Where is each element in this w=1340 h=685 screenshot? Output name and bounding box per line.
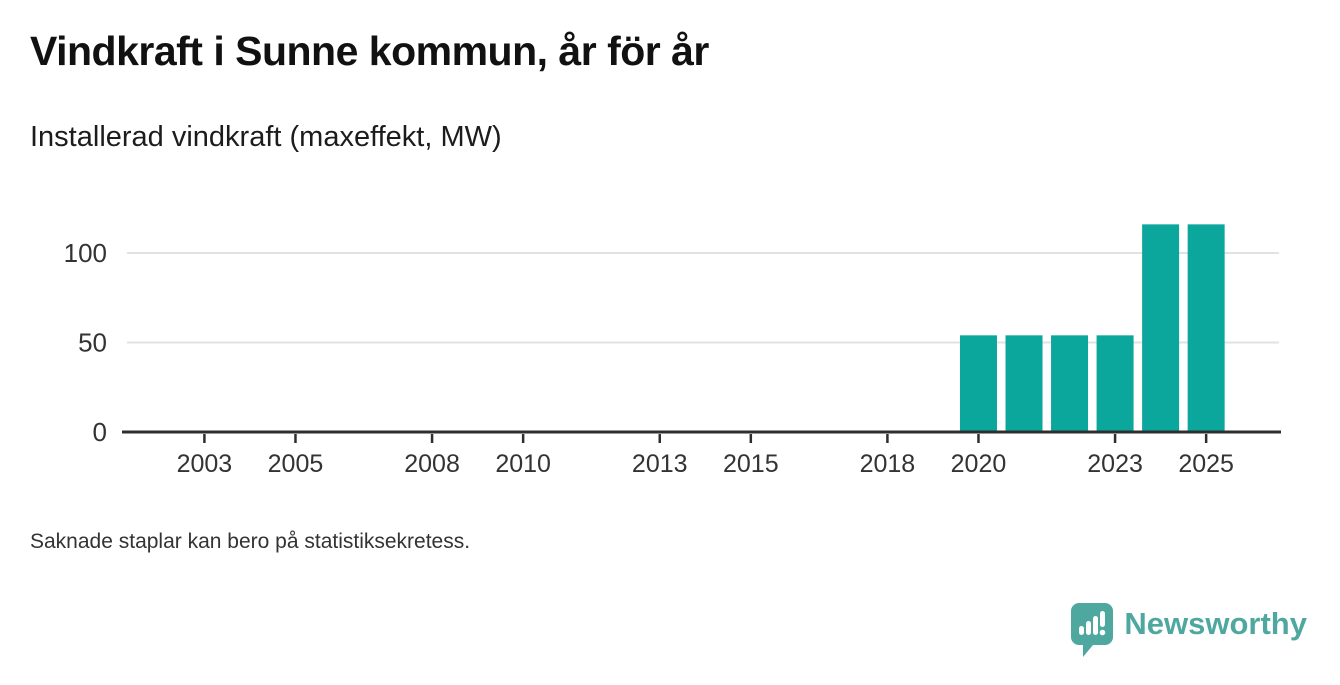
chart-subtitle: Installerad vindkraft (maxeffekt, MW)	[30, 121, 502, 153]
x-tick-label-2023: 2023	[1087, 450, 1143, 478]
bar-2020	[959, 335, 997, 432]
bar-chart: 0 50 100 2003 2005 2008 2010 2013 2015 2018 2020 20…	[0, 185, 1340, 495]
bar-2021	[1005, 335, 1043, 432]
x-tick-label-2005: 2005	[268, 450, 324, 478]
bar-chart-svg: 0 50 100 2003 2005 2008 2010 2013 2015 2018 2020 20…	[64, 224, 1281, 478]
bar-2025	[1187, 224, 1225, 432]
x-tick-label-2020: 2020	[951, 450, 1007, 478]
y-tick-label-0: 0	[93, 417, 107, 447]
x-tick-label-2013: 2013	[632, 450, 688, 478]
bar-2023	[1096, 335, 1134, 432]
x-tick-label-2010: 2010	[495, 450, 551, 478]
x-tick-label-2003: 2003	[177, 450, 233, 478]
y-tick-label-100: 100	[64, 238, 107, 268]
chart-title: Vindkraft i Sunne kommun, år för år	[30, 28, 709, 74]
speech-bubble-shape	[1071, 603, 1114, 657]
newsworthy-speech-bubble-chart-icon	[1070, 602, 1114, 664]
x-tick-label-2008: 2008	[404, 450, 460, 478]
brand-name: Newsworthy	[1124, 606, 1307, 641]
x-tick-label-2015: 2015	[723, 450, 779, 478]
x-tick-label-2025: 2025	[1178, 450, 1234, 478]
x-tick-label-2018: 2018	[860, 450, 916, 478]
bar-2022	[1051, 335, 1089, 432]
y-tick-label-50: 50	[78, 328, 107, 358]
newsworthy-logo: Newsworthy	[1070, 602, 1307, 664]
footnote: Saknade staplar kan bero på statistiksek…	[30, 530, 471, 553]
bar-2024	[1142, 224, 1180, 432]
